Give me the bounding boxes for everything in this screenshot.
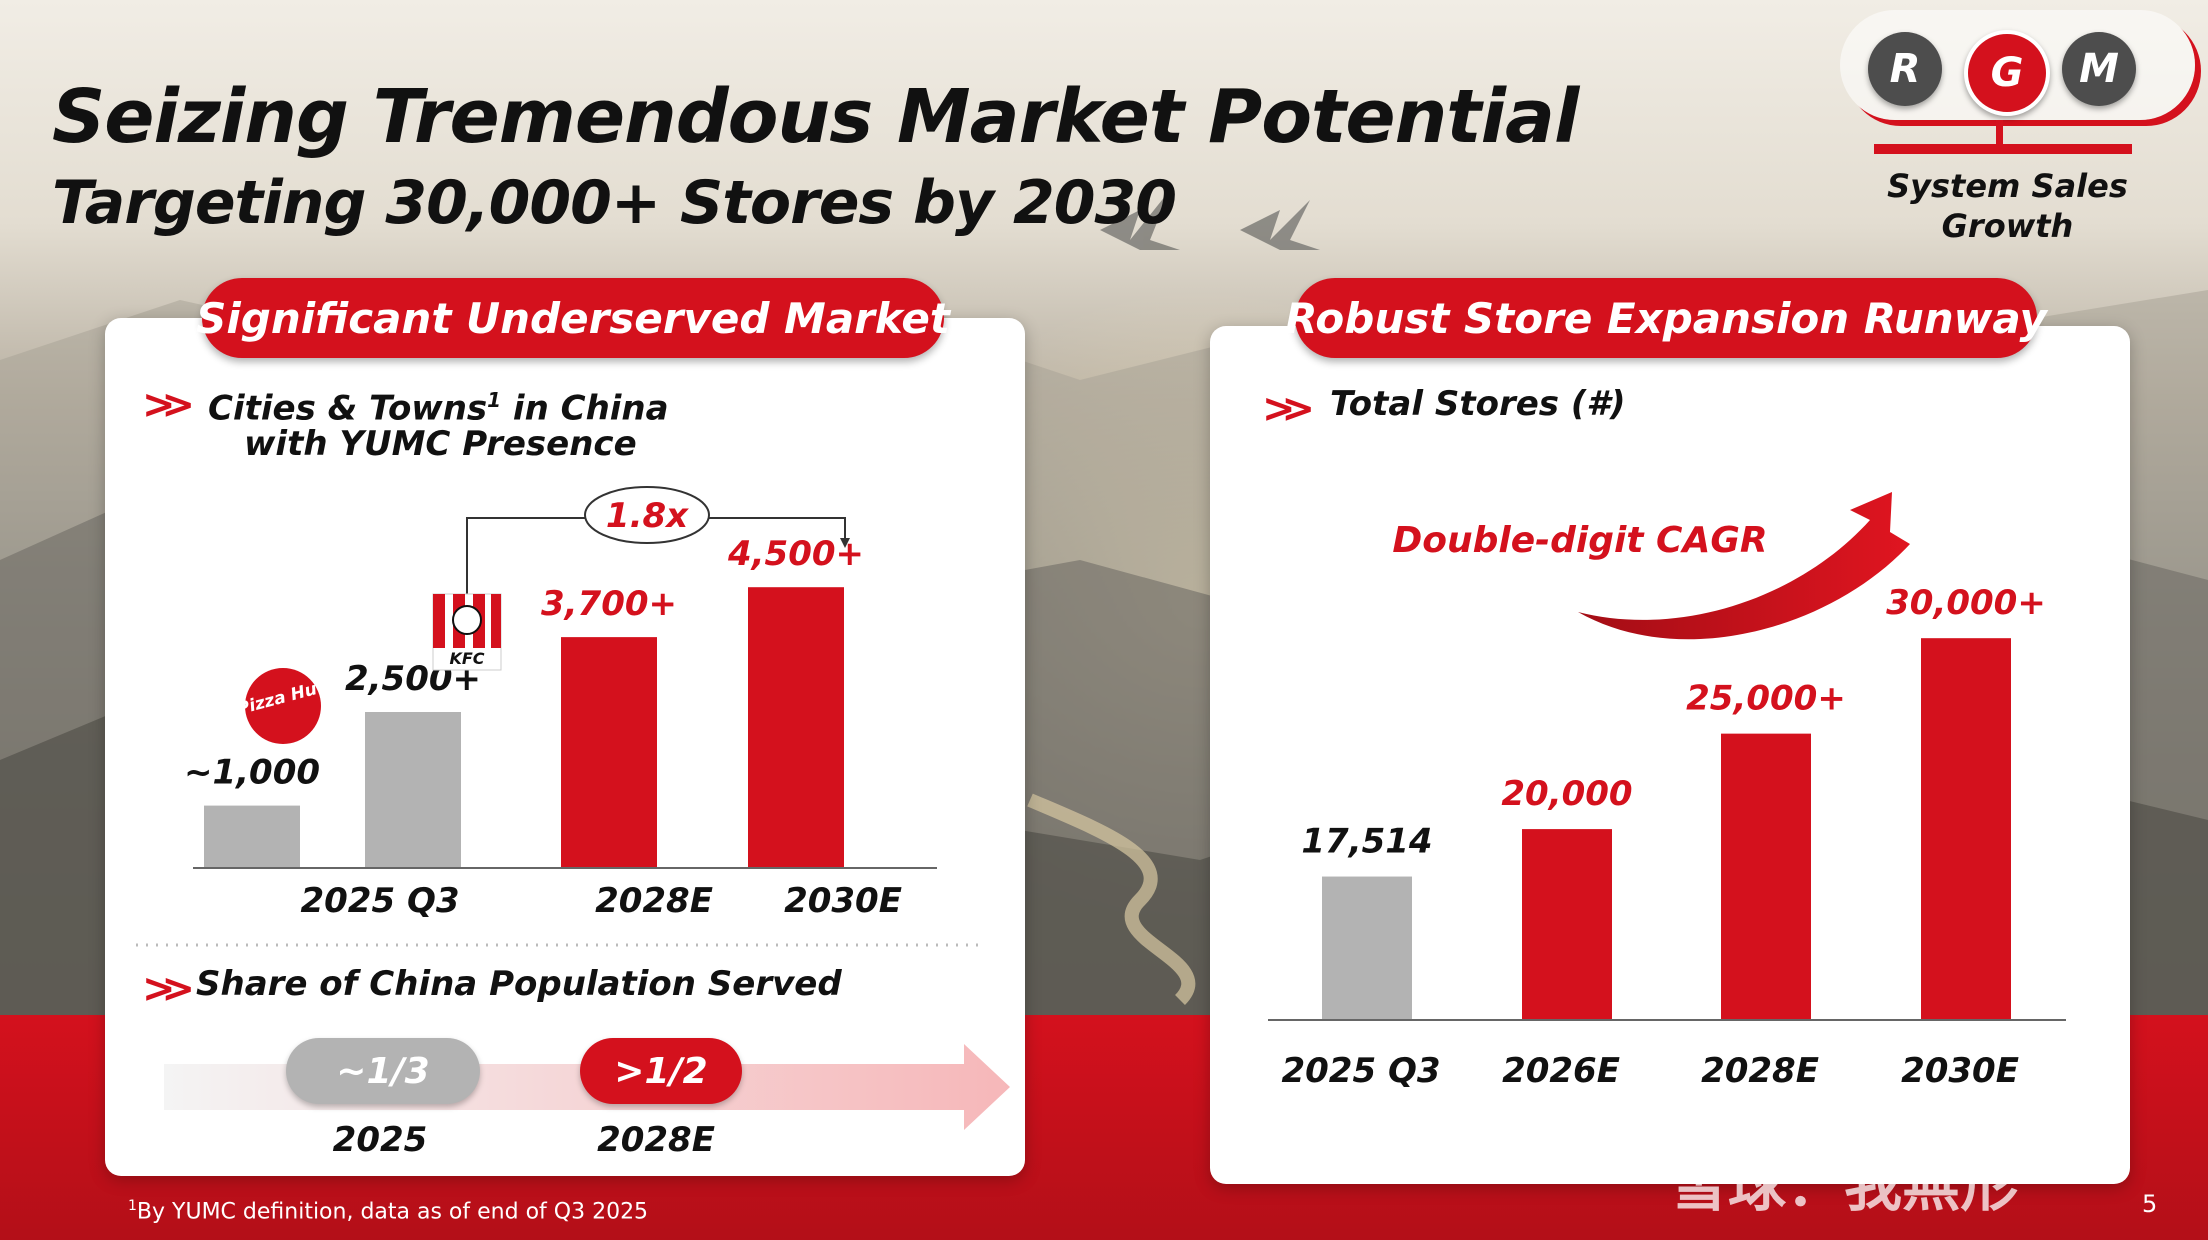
rgm-label: System Sales Growth	[1880, 166, 2135, 246]
rgm-label-line1: System Sales	[1887, 167, 2128, 205]
data-label: 20,000	[1501, 774, 1632, 814]
x-label: 2028E	[595, 881, 713, 921]
bar	[1721, 733, 1811, 1020]
population-year: 2025	[332, 1120, 428, 1160]
growth-multiple-oval	[584, 486, 710, 544]
x-label: 2028E	[1701, 1051, 1819, 1091]
data-label: 3,700+	[541, 584, 677, 624]
x-label: 2026E	[1502, 1051, 1620, 1091]
data-label: 25,000+	[1686, 679, 1846, 719]
page-subtitle: Targeting 30,000+ Stores by 2030	[52, 168, 1177, 238]
population-share-2025: ~1/3	[286, 1038, 480, 1104]
data-label: 4,500+	[727, 534, 864, 574]
rgm-underline	[1874, 144, 2132, 154]
bar	[204, 805, 300, 868]
bar	[561, 637, 657, 868]
right-panel-heading: Robust Store Expansion Runway	[1285, 278, 2047, 358]
bar	[1322, 876, 1412, 1020]
chevron-right-icon: >>	[1262, 386, 1315, 432]
growth-bracket-line	[709, 517, 846, 540]
footnote-marker: 1	[487, 388, 502, 412]
data-label: 17,514	[1301, 822, 1432, 862]
population-share-2028: >1/2	[580, 1038, 742, 1104]
crane-birds	[1100, 190, 1320, 250]
rgm-badge: R G M	[1840, 10, 2195, 120]
arrow-down-icon	[840, 538, 850, 548]
footnote-marker: 1	[128, 1198, 137, 1214]
page-number: 5	[2142, 1190, 2158, 1218]
cagr-label: Double-digit CAGR	[1392, 520, 1767, 561]
page-title: Seizing Tremendous Market Potential	[52, 74, 1579, 160]
kfc-logo-text: KFC	[449, 649, 484, 668]
growth-multiple-label: 1.8x	[606, 496, 689, 536]
cities-section-title: Cities & Towns1 in China	[208, 378, 669, 430]
section-divider	[136, 943, 984, 947]
cities-title-end: in China	[501, 388, 669, 429]
x-label: 2025 Q3	[1281, 1051, 1440, 1091]
x-label: 2030E	[784, 881, 902, 921]
data-label: ~1,000	[184, 753, 320, 793]
cagr-arrow-icon	[1578, 492, 1910, 640]
footnote: 1By YUMC definition, data as of end of Q…	[128, 1198, 648, 1224]
kfc-logo-icon: KFC	[432, 593, 502, 671]
data-label: 30,000+	[1886, 583, 2046, 623]
watermark: 雪球：我無形	[1670, 1151, 2019, 1219]
total-stores-title: Total Stores (#)	[1330, 384, 1626, 424]
bar	[1921, 638, 2011, 1020]
population-year: 2028E	[597, 1120, 715, 1160]
left-panel-heading: Significant Underserved Market	[196, 278, 950, 358]
rgm-connector	[1996, 120, 2003, 144]
pizza-hut-logo-icon: Pizza Hut	[235, 668, 328, 744]
x-label: 2025 Q3	[300, 881, 459, 921]
population-section-title: Share of China Population Served	[196, 964, 842, 1004]
rgm-m-circle: M	[2062, 32, 2136, 106]
chevron-right-icon: >>	[142, 966, 195, 1012]
chevron-right-icon: >>	[142, 382, 195, 428]
total-stores-bar-chart: Double-digit CAGR 17,514 2025 Q3 20,000 202…	[1268, 492, 2066, 1091]
growth-bracket-line	[466, 517, 585, 594]
bar	[1522, 829, 1612, 1020]
rgm-r-circle: R	[1868, 32, 1942, 106]
rgm-label-line2: Growth	[1941, 207, 2074, 245]
rgm-g-circle: G	[1964, 30, 2050, 116]
x-label: 2030E	[1901, 1051, 2019, 1091]
bar	[748, 587, 844, 868]
footnote-text: By YUMC definition, data as of end of Q3…	[136, 1199, 649, 1225]
bar	[365, 712, 461, 868]
cities-section-subtitle: with YUMC Presence	[244, 424, 637, 464]
cities-title-text: Cities & Towns	[208, 388, 488, 429]
